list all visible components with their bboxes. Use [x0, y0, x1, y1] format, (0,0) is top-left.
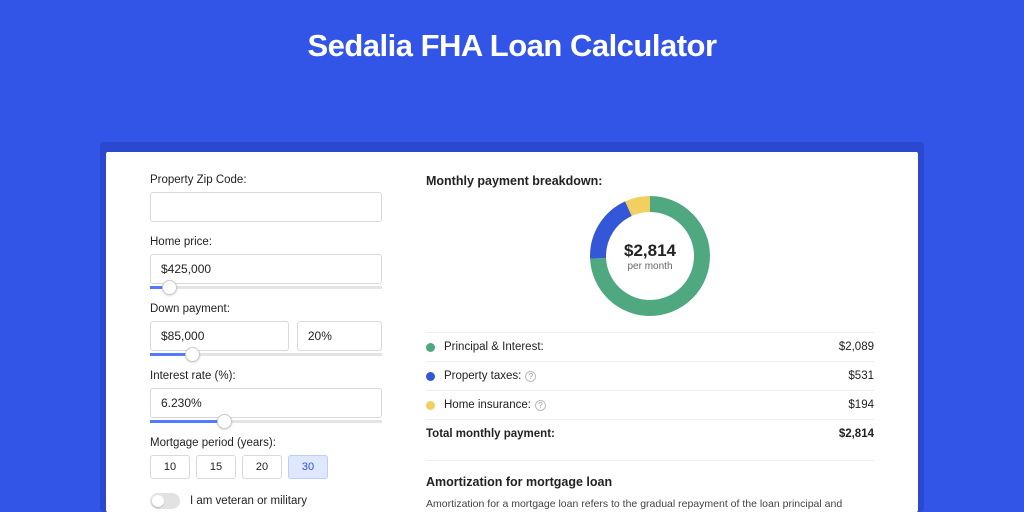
legend-value: $531: [848, 370, 874, 382]
veteran-row: I am veteran or military: [150, 493, 382, 509]
donut-wrap: $2,814 per month: [426, 196, 874, 316]
toggle-knob: [152, 495, 164, 507]
interest-rate-field: Interest rate (%):: [150, 370, 382, 423]
zip-field: Property Zip Code:: [150, 174, 382, 222]
legend-dot: [426, 343, 435, 352]
slider-thumb[interactable]: [162, 280, 177, 295]
total-row: Total monthly payment: $2,814: [426, 419, 874, 448]
zip-label: Property Zip Code:: [150, 174, 382, 186]
interest-rate-input[interactable]: [150, 388, 382, 418]
home-price-label: Home price:: [150, 236, 382, 248]
total-label: Total monthly payment:: [426, 428, 839, 440]
amortization-title: Amortization for mortgage loan: [426, 475, 874, 489]
info-icon[interactable]: ?: [525, 371, 536, 382]
slider-thumb[interactable]: [217, 414, 232, 429]
page-title: Sedalia FHA Loan Calculator: [0, 0, 1024, 64]
interest-rate-slider[interactable]: [150, 420, 382, 423]
down-payment-field: Down payment:: [150, 303, 382, 356]
form-panel: Property Zip Code: Home price: Down paym…: [106, 152, 406, 512]
down-payment-amount-input[interactable]: [150, 321, 289, 351]
breakdown-title: Monthly payment breakdown:: [426, 174, 874, 188]
amortization-text: Amortization for a mortgage loan refers …: [426, 497, 874, 512]
mortgage-period-label: Mortgage period (years):: [150, 437, 382, 449]
home-price-field: Home price:: [150, 236, 382, 289]
down-payment-slider[interactable]: [150, 353, 382, 356]
donut-amount: $2,814: [624, 241, 676, 261]
period-btn-20[interactable]: 20: [242, 455, 282, 479]
info-icon[interactable]: ?: [535, 400, 546, 411]
hero: Sedalia FHA Loan Calculator Property Zip…: [0, 0, 1024, 512]
period-btn-30[interactable]: 30: [288, 455, 328, 479]
veteran-label: I am veteran or military: [190, 495, 307, 507]
interest-rate-label: Interest rate (%):: [150, 370, 382, 382]
legend-label: Principal & Interest:: [444, 341, 839, 353]
donut-sub: per month: [627, 261, 672, 272]
home-price-slider[interactable]: [150, 286, 382, 289]
period-btn-10[interactable]: 10: [150, 455, 190, 479]
period-btn-15[interactable]: 15: [196, 455, 236, 479]
legend-row: Principal & Interest:$2,089: [426, 332, 874, 361]
legend-value: $2,089: [839, 341, 874, 353]
slider-thumb[interactable]: [185, 347, 200, 362]
zip-input[interactable]: [150, 192, 382, 222]
legend-value: $194: [848, 399, 874, 411]
veteran-toggle[interactable]: [150, 493, 180, 509]
legend-label: Property taxes:?: [444, 370, 848, 382]
total-value: $2,814: [839, 428, 874, 440]
amortization-section: Amortization for mortgage loan Amortizat…: [426, 460, 874, 512]
legend-dot: [426, 401, 435, 410]
legend-dot: [426, 372, 435, 381]
home-price-input[interactable]: [150, 254, 382, 284]
down-payment-label: Down payment:: [150, 303, 382, 315]
calculator-card: Property Zip Code: Home price: Down paym…: [106, 152, 918, 512]
legend-label: Home insurance:?: [444, 399, 848, 411]
payment-donut: $2,814 per month: [590, 196, 710, 316]
mortgage-period-field: Mortgage period (years): 10152030: [150, 437, 382, 479]
legend-row: Property taxes:?$531: [426, 361, 874, 390]
legend-row: Home insurance:?$194: [426, 390, 874, 419]
breakdown-panel: Monthly payment breakdown: $2,814 per mo…: [406, 152, 918, 512]
down-payment-pct-input[interactable]: [297, 321, 382, 351]
donut-center: $2,814 per month: [590, 196, 710, 316]
